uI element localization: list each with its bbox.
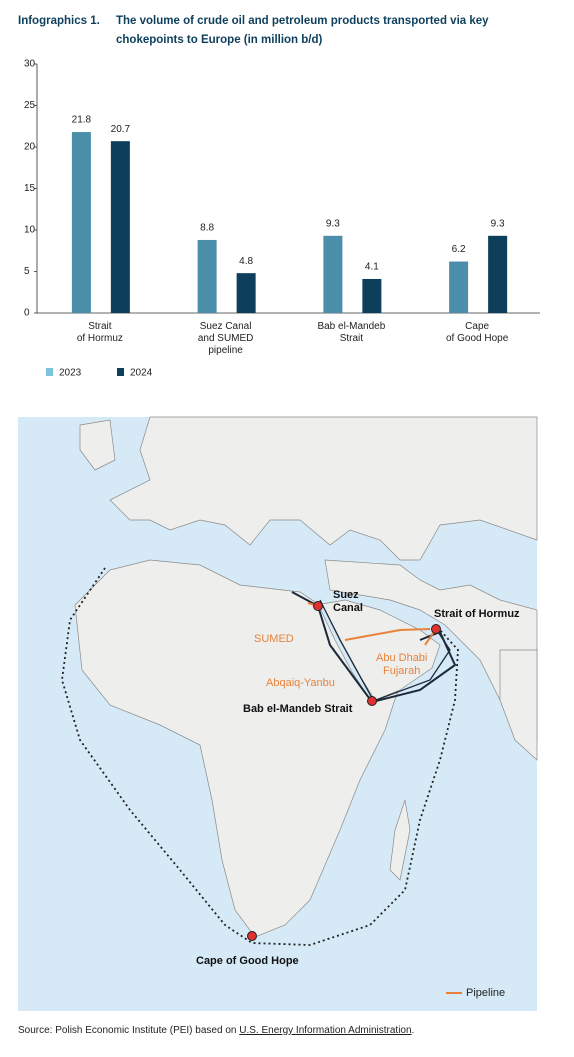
bar	[236, 273, 256, 313]
y-tick-label: 20	[24, 142, 36, 153]
pipeline-label: Abqaiq-Yanbu	[266, 677, 335, 689]
value-label: 9.3	[491, 218, 505, 229]
value-label: 9.3	[326, 218, 340, 229]
y-tick-label: 0	[24, 308, 30, 319]
bar	[110, 141, 130, 313]
bar	[323, 235, 343, 313]
chart-label: Infographics 1.	[18, 15, 100, 27]
pipeline-label: SUMED	[254, 633, 294, 645]
value-label: 6.2	[452, 244, 466, 255]
map-legend: Pipeline	[466, 987, 506, 999]
map-label: Bab el-Mandeb Strait	[243, 703, 353, 715]
map-label: Cape of Good Hope	[196, 955, 299, 967]
x-tick-label: Suez Canal and SUMED pipeline	[197, 321, 254, 356]
source: Source: Polish Economic Institute (PEI) …	[18, 1025, 414, 1037]
value-label: 4.8	[239, 256, 253, 267]
source-text: Source: Polish Economic Institute (PEI) …	[18, 1025, 237, 1036]
legend-label: 2023	[59, 368, 82, 379]
route-red-sea	[291, 591, 457, 704]
bar	[362, 278, 382, 313]
value-label: 4.1	[365, 262, 379, 273]
x-tick-label: Cape of Good Hope	[445, 321, 509, 344]
y-tick-label: 5	[24, 266, 30, 277]
bar	[449, 261, 469, 313]
y-tick-label: 15	[24, 183, 36, 194]
y-tick-label: 10	[24, 225, 36, 236]
route-return	[319, 599, 451, 701]
y-tick-label: 30	[24, 59, 36, 70]
source-link[interactable]: U.S. Energy Information Administration	[239, 1025, 412, 1036]
value-label: 20.7	[111, 124, 131, 135]
value-label: 8.8	[200, 223, 214, 234]
pipeline-label: Abu Dhabi Fujarah	[376, 652, 428, 677]
map-label: Suez Canal	[333, 589, 363, 614]
map	[18, 416, 538, 1011]
x-tick-label: Strait of Hormuz	[76, 321, 123, 344]
bar	[71, 132, 91, 313]
legend-swatch	[117, 368, 124, 376]
bar	[197, 239, 217, 313]
legend-label: 2024	[130, 368, 153, 379]
legend-swatch	[46, 368, 53, 376]
bar	[488, 235, 508, 313]
x-tick-label: Bab el-Mandeb Strait	[317, 321, 386, 344]
y-tick-label: 25	[24, 100, 36, 111]
map-label: Strait of Hormuz	[434, 608, 520, 620]
chart-title: The volume of crude oil and petroleum pr…	[116, 15, 489, 46]
route-cape	[61, 567, 459, 946]
chokepoints	[247, 601, 441, 941]
map-land	[74, 416, 538, 938]
value-label: 21.8	[72, 115, 92, 126]
source-end: .	[411, 1025, 415, 1036]
